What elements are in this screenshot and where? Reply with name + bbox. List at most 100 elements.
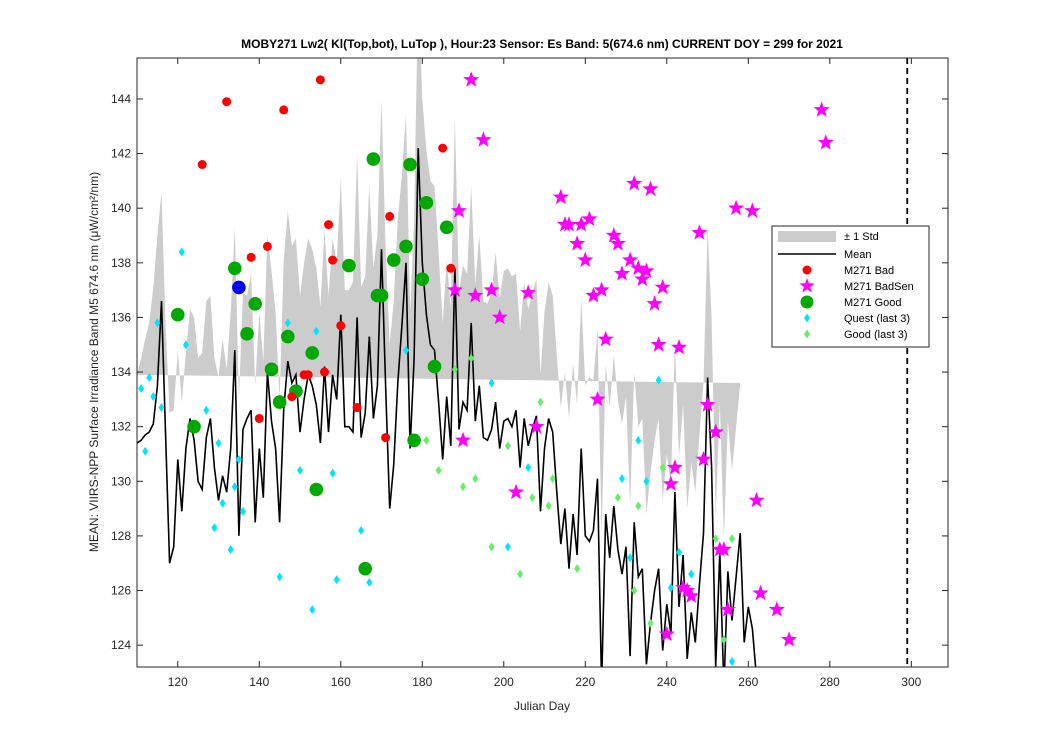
good-last-3-point — [635, 501, 642, 511]
m271-bad-point — [324, 220, 334, 230]
m271-badsen-point — [768, 601, 785, 617]
x-tick-label: 280 — [820, 675, 840, 689]
quest-last-3-point — [635, 435, 642, 445]
m271-badsen-point — [666, 459, 683, 475]
m271-badsen-point — [622, 251, 639, 267]
m271-badsen-point — [605, 227, 622, 243]
y-tick-label: 140 — [111, 201, 131, 215]
m271-bad-point — [438, 143, 448, 153]
m271-badsen-point — [813, 101, 830, 117]
quest-last-3-point — [276, 572, 283, 582]
m271-badsen-point — [679, 582, 696, 598]
quest-last-3-point — [676, 547, 683, 557]
mean-line — [137, 148, 757, 667]
quest-last-3-point — [333, 575, 340, 585]
m271-badsen-point — [707, 423, 724, 439]
legend-swatch-std — [778, 231, 836, 242]
good-last-3-point — [712, 534, 719, 544]
m271-badsen-point — [528, 418, 545, 434]
legend-label-good: M271 Good — [844, 297, 901, 309]
quest-last-3-point — [309, 605, 316, 615]
quest-last-3-point — [358, 525, 365, 535]
m271-badsen-point — [491, 308, 508, 325]
m271-good-point — [342, 258, 356, 273]
m271-bad-point — [381, 433, 391, 443]
m271-good-point — [228, 261, 242, 276]
m271-bad-point — [446, 263, 456, 273]
m271-good-point — [407, 433, 421, 448]
m271-badsen-point — [683, 587, 700, 603]
quest-last-3-point — [178, 247, 185, 257]
m271-badsen-point — [569, 235, 586, 251]
m271-bad-point — [336, 321, 346, 331]
legend-swatch-good3 — [804, 329, 810, 339]
m271-badsen-point — [715, 541, 732, 557]
y-tick-label: 130 — [111, 474, 131, 488]
good-last-3-point — [468, 353, 475, 363]
m271-good-point — [415, 272, 430, 287]
quest-last-3-point — [235, 454, 242, 464]
m271-good-point — [305, 346, 320, 360]
quest-last-3-point — [313, 326, 320, 336]
quest-last-3-point — [231, 482, 238, 492]
m271-good-point — [272, 395, 287, 409]
m271-badsen-point — [483, 281, 500, 297]
m271-badsen-point — [654, 278, 671, 295]
m271-badsen-point — [748, 491, 765, 508]
m271-badsen-point — [520, 284, 537, 300]
good-last-3-point — [517, 569, 524, 579]
m271-badsen-point — [630, 259, 647, 276]
y-tick-label: 126 — [111, 584, 131, 598]
m271-badsen-point — [658, 625, 675, 642]
m271-badsen-point — [450, 202, 467, 218]
legend-label-good3: Good (last 3) — [844, 329, 908, 341]
legend-label-bad: M271 Bad — [844, 265, 894, 277]
m271-badsen-point — [475, 131, 492, 147]
quest-last-3-point — [138, 383, 145, 393]
m271-badsen-point — [609, 235, 626, 251]
legend: ± 1 Std Mean M271 Bad M271 BadSen M271 G… — [771, 225, 930, 348]
m271-badsen-point — [781, 631, 798, 647]
m271-badsen-point — [589, 390, 606, 407]
m271-badsen-point — [577, 251, 594, 267]
good-last-3-point — [451, 364, 458, 374]
quest-last-3-point — [402, 345, 409, 355]
quest-last-3-point — [688, 569, 695, 579]
m271-badsen-point — [507, 483, 525, 500]
quest-last-3-point — [150, 392, 157, 402]
m271-badsen-point — [744, 202, 761, 218]
y-tick-label: 124 — [111, 638, 131, 652]
quest-last-3-point — [618, 474, 625, 484]
m271-good-point — [358, 561, 373, 576]
quest-last-3-point — [146, 373, 153, 383]
m271-badsen-point — [597, 330, 614, 347]
m271-badsen-point — [573, 216, 590, 232]
m271-good-point — [309, 482, 324, 497]
m271-bad-point — [315, 75, 325, 85]
x-axis-label: Julian Day — [514, 699, 570, 713]
chart-title: MOBY271 Lw2( Kl(Top,bot), LuTop ), Hour:… — [241, 37, 843, 51]
m271-badsen-point — [662, 475, 679, 491]
quest-last-3-point — [227, 545, 234, 555]
m271-badsen-point — [675, 579, 692, 595]
y-tick-label: 144 — [111, 92, 131, 106]
m271-bad-point — [197, 160, 207, 170]
m271-good-point — [399, 239, 413, 254]
m271-badsen-point — [581, 210, 598, 226]
x-tick-label: 180 — [412, 675, 432, 689]
m271-badsen-point — [728, 199, 745, 216]
legend-swatch-good — [800, 295, 814, 309]
good-last-3-point — [574, 564, 581, 574]
quest-last-3-point — [215, 438, 222, 448]
m271-good-current-point — [232, 280, 246, 295]
good-last-3-point — [549, 474, 556, 484]
x-tick-label: 220 — [575, 675, 595, 689]
legend-swatch-quest — [804, 313, 810, 323]
y-tick-label: 128 — [111, 529, 131, 543]
quest-last-3-point — [154, 318, 161, 328]
m271-bad-point — [352, 403, 362, 413]
plot-border — [136, 57, 949, 668]
good-last-3-point — [504, 441, 511, 451]
y-tick-label: 136 — [111, 310, 131, 324]
